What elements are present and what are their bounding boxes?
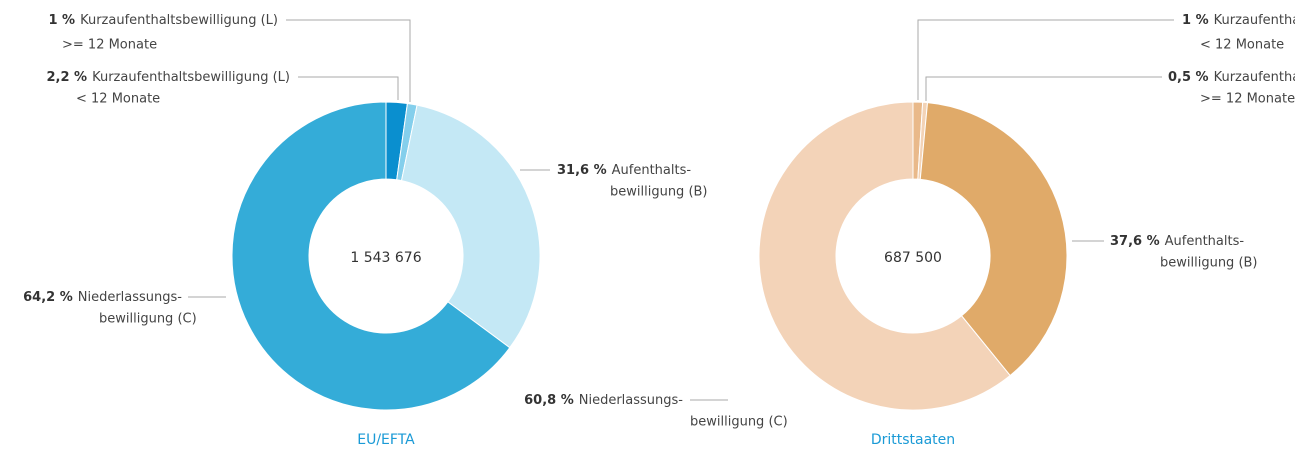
value-label: 1 %	[48, 13, 75, 28]
category-label: Niederlassungs-	[579, 393, 684, 408]
value-label: 60,8 %	[524, 393, 574, 408]
segment-label: 1 % Kurzaufenthaltsbewilligung (L)	[1182, 13, 1295, 28]
donut-segment	[758, 101, 1011, 411]
leader-line	[925, 76, 1162, 101]
category-label: bewilligung (C)	[99, 312, 197, 327]
category-label: >= 12 Monate	[1200, 92, 1295, 107]
value-label: 1 %	[1182, 13, 1209, 28]
donut-segment	[231, 101, 511, 411]
category-label: Kurzaufenthaltsbewilligung (L)	[92, 70, 290, 85]
value-label: 37,6 %	[1110, 234, 1160, 249]
leader-line	[298, 76, 399, 100]
category-label: < 12 Monate	[76, 92, 160, 107]
category-label: >= 12 Monate	[62, 38, 157, 53]
segment-label: 64,2 % Niederlassungs-	[23, 290, 182, 305]
segment-label: 1 % Kurzaufenthaltsbewilligung (L)	[48, 13, 278, 28]
donut-segment	[400, 104, 541, 349]
leader-line	[917, 19, 1174, 100]
chart-title: Drittstaaten	[871, 432, 955, 448]
segment-label: 2,2 % Kurzaufenthaltsbewilligung (L)	[46, 70, 290, 85]
value-label: 31,6 %	[557, 163, 607, 178]
value-label: 0,5 %	[1168, 70, 1209, 85]
chart-title: EU/EFTA	[357, 432, 415, 448]
category-label: bewilligung (B)	[1160, 256, 1258, 271]
category-label: Niederlassungs-	[78, 290, 183, 305]
segment-label: 31,6 % Aufenthalts-	[557, 163, 691, 178]
segment-label: 37,6 % Aufenthalts-	[1110, 234, 1244, 249]
category-label: < 12 Monate	[1200, 38, 1284, 53]
category-label: Kurzaufenthaltsbewilligung (L)	[1214, 13, 1295, 28]
value-label: 2,2 %	[46, 70, 87, 85]
donut-segment	[919, 102, 1068, 377]
segment-label: 60,8 % Niederlassungs-	[524, 393, 683, 408]
category-label: Kurzaufenthaltsbewilligung (L)	[1214, 70, 1295, 85]
value-label: 64,2 %	[23, 290, 73, 305]
segment-label: 0,5 % Kurzaufenthaltsbewilligung (L)	[1168, 70, 1295, 85]
category-label: Aufenthalts-	[1165, 234, 1245, 249]
center-label: 687 500	[884, 250, 942, 266]
center-label: 1 543 676	[350, 250, 421, 266]
category-label: bewilligung (C)	[690, 415, 788, 430]
leader-line	[286, 19, 411, 102]
category-label: Kurzaufenthaltsbewilligung (L)	[80, 13, 278, 28]
category-label: bewilligung (B)	[610, 185, 708, 200]
category-label: Aufenthalts-	[612, 163, 692, 178]
